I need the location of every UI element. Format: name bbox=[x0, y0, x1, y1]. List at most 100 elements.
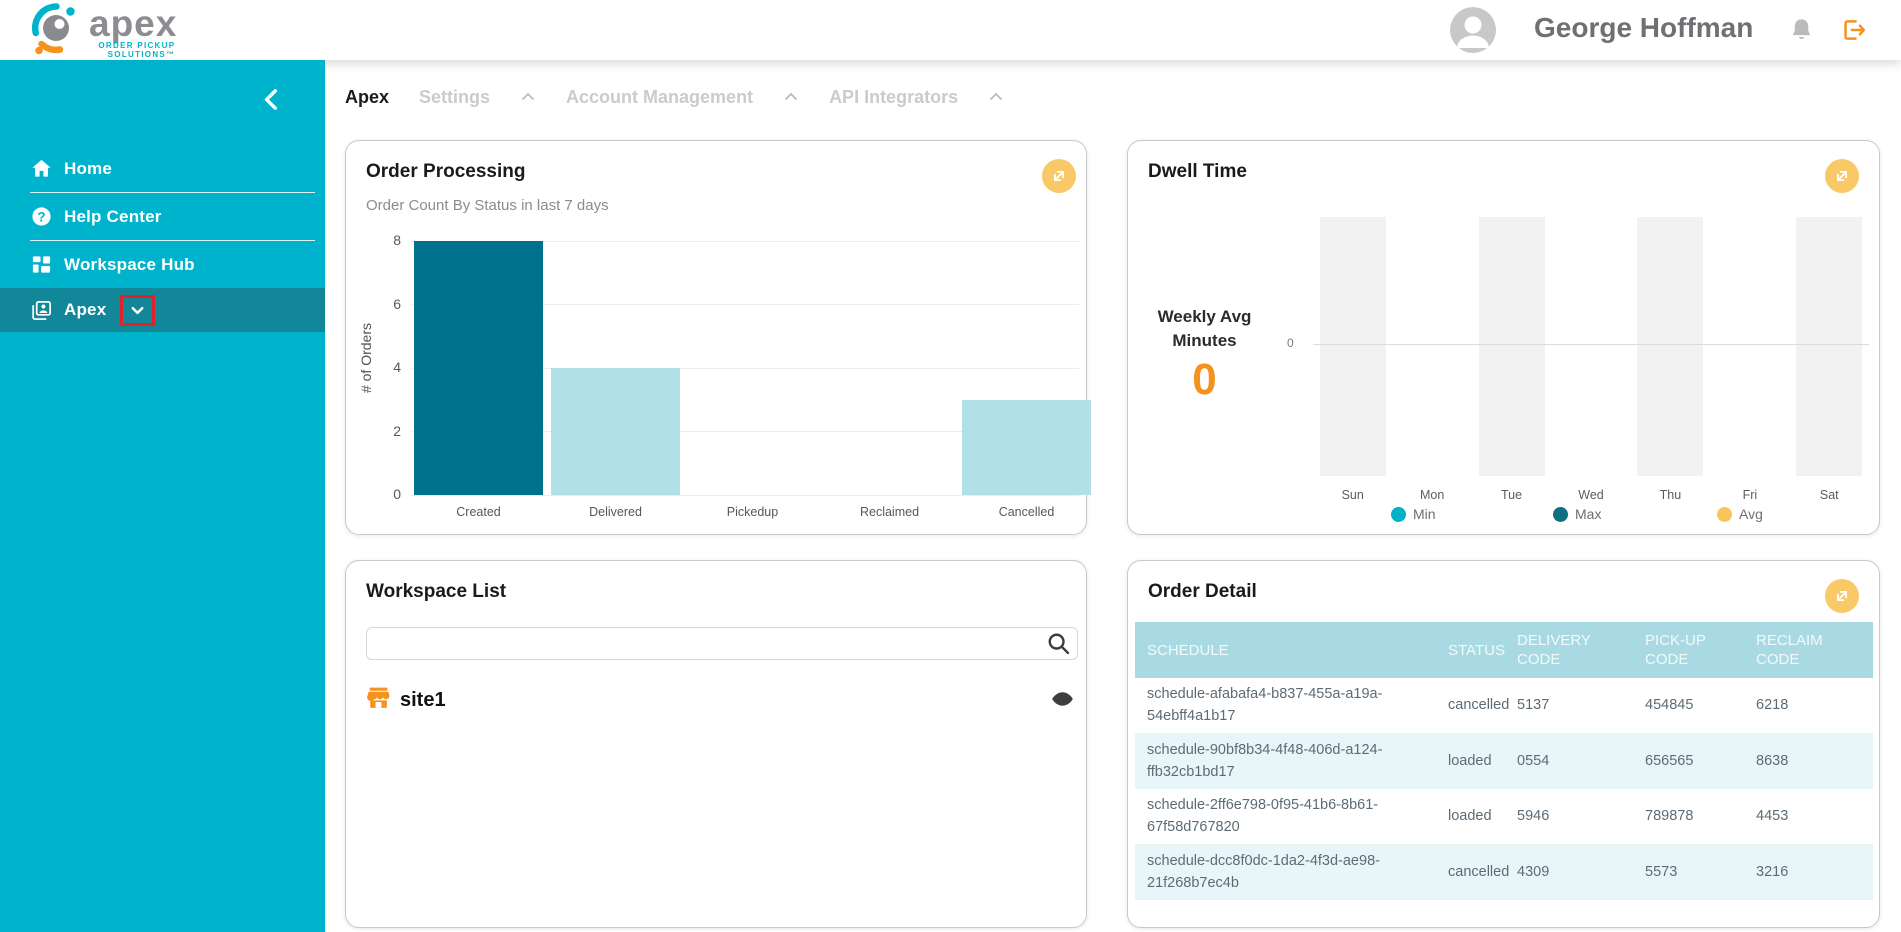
od-cell-schedule: schedule-afabafa4-b837-455a-a19a-54ebff4… bbox=[1135, 678, 1440, 733]
od-cell-pickup-code: 5573 bbox=[1637, 856, 1748, 888]
column-header-pickup-code: PICK-UP CODE bbox=[1637, 631, 1748, 669]
brand-tagline-line2: SOLUTIONS™ bbox=[89, 50, 177, 59]
od-cell-schedule: schedule-2ff6e798-0f95-41b6-8b61-67f58d7… bbox=[1135, 789, 1440, 844]
sidebar-item-label: Home bbox=[64, 159, 112, 179]
sidebar-collapse-chevron-icon[interactable] bbox=[259, 86, 285, 112]
brand-tagline-line1: ORDER PICKUP bbox=[89, 41, 177, 50]
column-header-schedule: SCHEDULE bbox=[1135, 641, 1440, 660]
stat-label: Weekly Avg Minutes bbox=[1142, 305, 1267, 353]
legend-dot bbox=[1391, 507, 1406, 522]
op-ytick-label: 2 bbox=[369, 423, 401, 439]
logout-icon[interactable] bbox=[1841, 17, 1867, 43]
tab-settings[interactable]: Settings bbox=[419, 87, 490, 108]
workspace-list-card: Workspace List site1 bbox=[345, 560, 1087, 928]
card-title: Order Processing bbox=[366, 161, 525, 183]
op-bar-created bbox=[414, 241, 543, 495]
dwell-day-label: Thu bbox=[1631, 488, 1710, 502]
od-cell-status: loaded bbox=[1440, 745, 1509, 777]
od-cell-pickup-code: 656565 bbox=[1637, 745, 1748, 777]
dwell-day-label: Tue bbox=[1472, 488, 1551, 502]
order-detail-row: schedule-afabafa4-b837-455a-a19a-54ebff4… bbox=[1135, 678, 1873, 734]
op-category-label: Cancelled bbox=[967, 505, 1087, 519]
od-cell-pickup-code: 789878 bbox=[1637, 800, 1748, 832]
od-cell-status: cancelled bbox=[1440, 689, 1509, 721]
notifications-bell-icon[interactable] bbox=[1788, 16, 1815, 44]
legend-label: Max bbox=[1575, 506, 1601, 522]
brand-name: apex bbox=[89, 7, 177, 41]
card-title: Order Detail bbox=[1148, 581, 1257, 603]
stat-label-line2: Minutes bbox=[1142, 329, 1267, 353]
od-cell-delivery-code: 0554 bbox=[1509, 745, 1637, 777]
op-ytick-label: 8 bbox=[369, 232, 401, 248]
view-eye-icon[interactable] bbox=[1049, 687, 1076, 711]
dwell-column-band bbox=[1479, 217, 1545, 476]
sidebar-item-workspace-hub[interactable]: Workspace Hub bbox=[0, 241, 325, 288]
od-cell-delivery-code: 4309 bbox=[1509, 856, 1637, 888]
chevron-up-icon[interactable] bbox=[988, 90, 1004, 104]
sidebar-item-label: Workspace Hub bbox=[64, 255, 195, 275]
stat-label-line1: Weekly Avg bbox=[1142, 305, 1267, 329]
od-cell-reclaim-code: 6218 bbox=[1748, 689, 1873, 721]
chevron-up-icon[interactable] bbox=[520, 90, 536, 104]
dwell-zero-gridline bbox=[1313, 344, 1869, 345]
legend-dot bbox=[1553, 507, 1568, 522]
tab-apex[interactable]: Apex bbox=[345, 87, 389, 108]
op-bar-delivered bbox=[551, 368, 680, 495]
sidebar-item-apex[interactable]: Apex bbox=[0, 288, 325, 332]
storefront-icon bbox=[366, 685, 391, 715]
dwell-day-label: Mon bbox=[1392, 488, 1471, 502]
workspace-hub-grid-icon bbox=[30, 253, 53, 276]
order-processing-card: Order Processing Order Count By Status i… bbox=[345, 140, 1087, 535]
chevron-down-icon[interactable] bbox=[128, 301, 147, 320]
dwell-day-label: Fri bbox=[1710, 488, 1789, 502]
sidebar-item-home[interactable]: Home bbox=[0, 145, 325, 192]
apex-badge-icon bbox=[30, 299, 53, 322]
order-processing-plot: 02468CreatedDeliveredPickedupReclaimedCa… bbox=[411, 241, 1079, 495]
od-cell-schedule: schedule-90bf8b34-4f48-406d-a124-ffb32cb… bbox=[1135, 734, 1440, 789]
apex-logo-text: apex ORDER PICKUP SOLUTIONS™ bbox=[89, 7, 177, 59]
expand-icon[interactable] bbox=[1825, 159, 1859, 193]
workspace-list-item-site1[interactable]: site1 bbox=[366, 685, 1076, 715]
op-ytick-label: 6 bbox=[369, 296, 401, 312]
user-avatar[interactable] bbox=[1450, 7, 1496, 53]
op-ytick-label: 0 bbox=[369, 486, 401, 502]
legend-label: Min bbox=[1413, 506, 1436, 522]
sidebar-item-label: Apex bbox=[64, 300, 106, 320]
table-header-row: SCHEDULE STATUS DELIVERY CODE PICK-UP CO… bbox=[1135, 622, 1873, 678]
column-header-reclaim-code: RECLAIM CODE bbox=[1748, 631, 1873, 669]
home-icon bbox=[30, 157, 53, 180]
dwell-day-label: Sun bbox=[1313, 488, 1392, 502]
sidebar-item-help-center[interactable]: ? Help Center bbox=[0, 193, 325, 240]
od-cell-schedule: schedule-dcc8f0dc-1da2-4f3d-ae98-21f268b… bbox=[1135, 845, 1440, 900]
expand-icon[interactable] bbox=[1042, 159, 1076, 193]
tab-account-management[interactable]: Account Management bbox=[566, 87, 753, 108]
search-icon[interactable] bbox=[1046, 631, 1071, 656]
apex-logo[interactable]: apex ORDER PICKUP SOLUTIONS™ bbox=[32, 3, 177, 60]
legend-item-avg: Avg bbox=[1717, 506, 1763, 522]
order-detail-row: schedule-dcc8f0dc-1da2-4f3d-ae98-21f268b… bbox=[1135, 845, 1873, 900]
chevron-up-icon[interactable] bbox=[783, 90, 799, 104]
expand-icon[interactable] bbox=[1825, 579, 1859, 613]
tab-api-integrators[interactable]: API Integrators bbox=[829, 87, 958, 108]
od-cell-status: cancelled bbox=[1440, 856, 1509, 888]
sidebar-item-label: Help Center bbox=[64, 207, 162, 227]
card-title: Dwell Time bbox=[1148, 161, 1247, 183]
order-detail-rows: schedule-afabafa4-b837-455a-a19a-54ebff4… bbox=[1135, 678, 1873, 900]
op-category-label: Pickedup bbox=[693, 505, 813, 519]
legend-item-max: Max bbox=[1553, 506, 1601, 522]
od-cell-reclaim-code: 8638 bbox=[1748, 745, 1873, 777]
sidebar-nav: Home ? Help Center Workspac bbox=[0, 145, 325, 332]
dwell-ytick-label: 0 bbox=[1287, 336, 1294, 350]
help-icon: ? bbox=[30, 205, 53, 228]
breadcrumb: Apex Settings Account Management API Int… bbox=[345, 82, 1034, 112]
weekly-avg-stat: Weekly Avg Minutes 0 bbox=[1142, 305, 1267, 405]
od-cell-reclaim-code: 3216 bbox=[1748, 856, 1873, 888]
workspace-search-input[interactable] bbox=[366, 627, 1078, 660]
dwell-day-label: Sat bbox=[1790, 488, 1869, 502]
od-cell-delivery-code: 5946 bbox=[1509, 800, 1637, 832]
stat-value: 0 bbox=[1142, 355, 1267, 405]
legend-dot bbox=[1717, 507, 1732, 522]
dwell-column-band bbox=[1637, 217, 1703, 476]
annotation-highlight-box bbox=[120, 295, 155, 326]
op-category-label: Reclaimed bbox=[830, 505, 950, 519]
